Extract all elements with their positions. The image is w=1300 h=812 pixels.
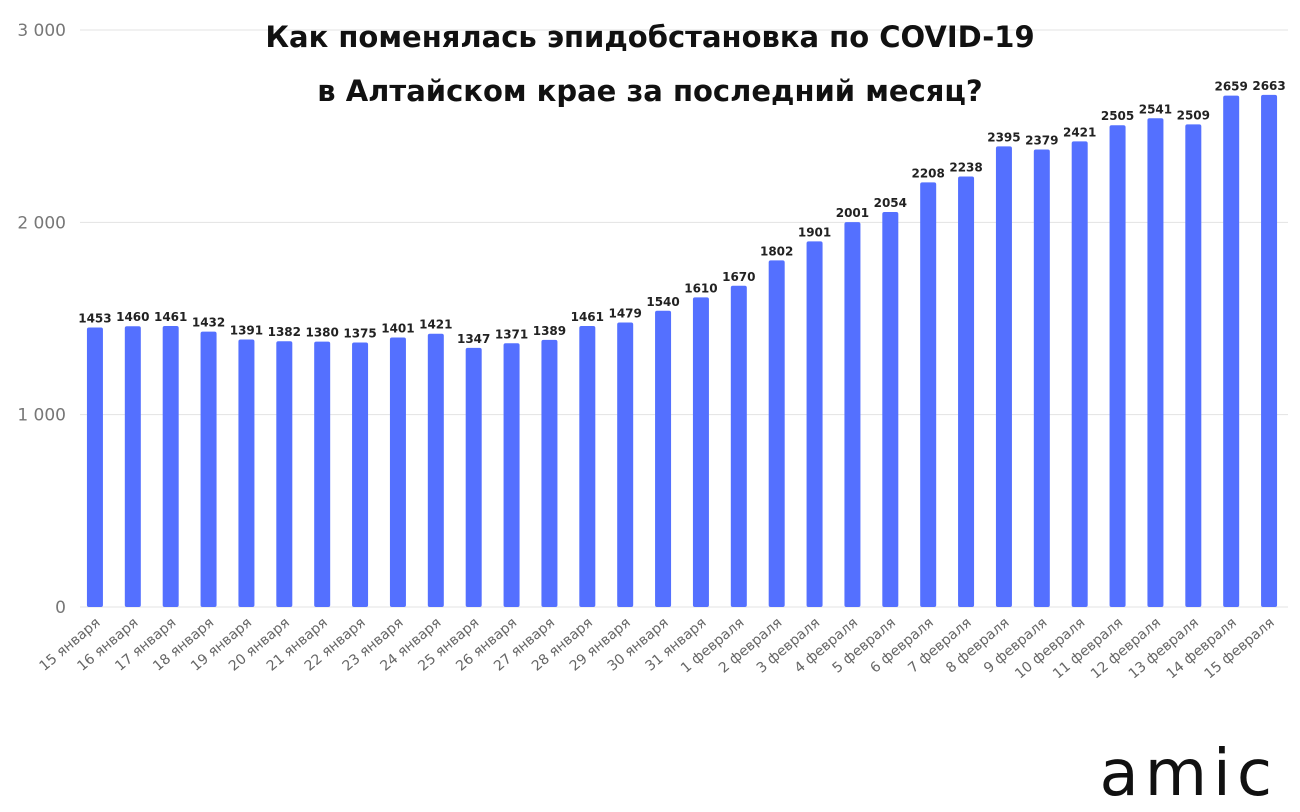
bar: [768, 260, 785, 607]
data-label: 1453: [78, 312, 111, 326]
bar: [276, 341, 293, 607]
data-label: 2659: [1214, 80, 1247, 94]
y-tick-label: 0: [55, 598, 66, 618]
bar: [617, 322, 634, 607]
bar: [1033, 149, 1050, 607]
bar: [1147, 118, 1164, 607]
data-label: 1375: [343, 327, 376, 341]
data-label: 1371: [495, 327, 528, 341]
data-label: 1460: [116, 310, 149, 324]
data-label: 1670: [722, 270, 755, 284]
bar: [427, 333, 444, 607]
bar: [1261, 94, 1278, 607]
data-label: 2208: [911, 166, 944, 180]
data-label: 2001: [836, 206, 869, 220]
data-labels: 1453 1460 1461 1432 1391 1382 1380 1375 1401 1421…: [78, 79, 1286, 346]
bar: [503, 343, 520, 607]
data-label: 1479: [608, 307, 641, 321]
bar: [1071, 141, 1088, 607]
data-label: 1540: [646, 295, 679, 309]
bars: [86, 94, 1278, 608]
data-label: 1380: [305, 326, 338, 340]
y-tick-label: 3 000: [17, 21, 66, 41]
data-label: 1421: [419, 318, 452, 332]
data-label: 2379: [1025, 133, 1058, 147]
bar: [465, 347, 482, 607]
data-label: 1610: [684, 281, 717, 295]
data-label: 2505: [1101, 109, 1134, 123]
bar: [1223, 95, 1240, 607]
bar: [162, 326, 179, 607]
y-tick-label: 2 000: [17, 213, 66, 233]
amic-logo: amic: [1099, 737, 1278, 811]
data-label: 2238: [949, 161, 982, 175]
data-label: 1382: [268, 325, 301, 339]
bar: [200, 331, 217, 607]
data-label: 1432: [192, 316, 225, 330]
bar: [1109, 125, 1126, 607]
y-tick-label: 1 000: [17, 406, 66, 426]
chart-title-line-1: Как поменялась эпидобстановка по COVID-1…: [265, 20, 1035, 54]
bar: [692, 297, 709, 607]
bar: [352, 342, 369, 607]
data-label: 1401: [381, 322, 414, 336]
data-label: 1901: [798, 225, 831, 239]
bar: [806, 241, 823, 607]
bar: [579, 326, 596, 607]
bar: [1185, 124, 1202, 607]
data-label: 1391: [230, 323, 263, 337]
bar: [730, 285, 747, 607]
bar: [882, 211, 899, 607]
data-label: 2054: [874, 196, 907, 210]
chart-title-line-2: в Алтайском крае за последний месяц?: [317, 74, 983, 108]
bar: [844, 222, 861, 608]
data-label: 1461: [571, 310, 604, 324]
bar: [920, 182, 937, 607]
bar: [541, 339, 558, 607]
bar: [389, 337, 406, 607]
bar: [995, 146, 1012, 607]
data-label: 1347: [457, 332, 490, 346]
data-label: 2541: [1139, 102, 1172, 116]
bar: [314, 341, 331, 607]
bar: [86, 327, 103, 607]
data-label: 1389: [533, 324, 566, 338]
y-axis-ticks: 0 1 000 2 000 3 000: [17, 21, 66, 618]
bar: [124, 326, 141, 607]
data-label: 2395: [987, 130, 1020, 144]
bar: [238, 339, 255, 607]
data-label: 2663: [1252, 79, 1285, 93]
bar: [958, 176, 975, 608]
data-label: 2421: [1063, 125, 1096, 139]
bar: [655, 310, 672, 607]
data-label: 1802: [760, 244, 793, 258]
data-label: 1461: [154, 310, 187, 324]
data-label: 2509: [1177, 108, 1210, 122]
